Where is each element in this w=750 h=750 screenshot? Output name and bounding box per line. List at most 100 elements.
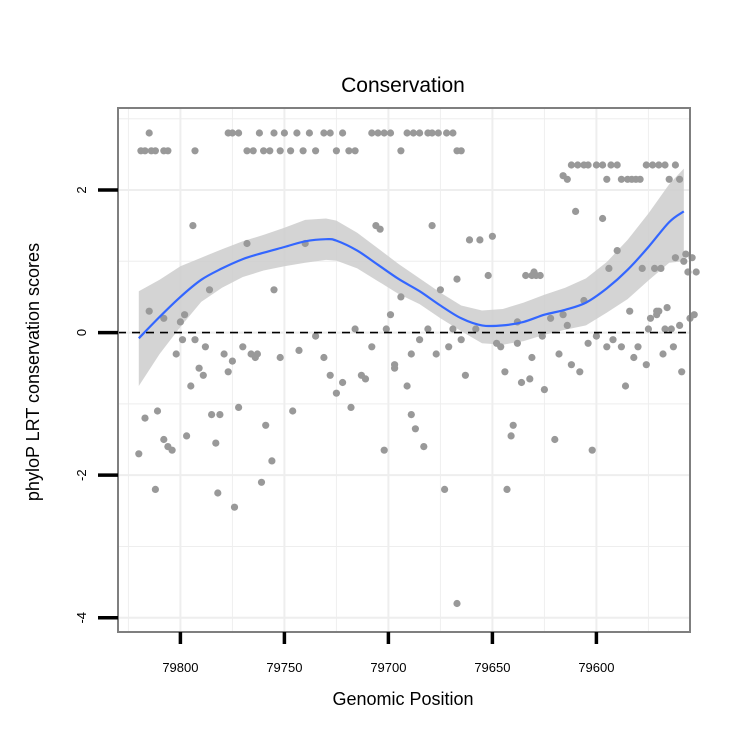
data-point: [407, 411, 415, 419]
data-point: [228, 357, 236, 365]
data-point: [559, 311, 567, 319]
data-point: [567, 161, 576, 169]
data-point: [599, 214, 607, 223]
data-point: [326, 129, 334, 137]
data-point: [380, 129, 388, 137]
data-point: [368, 129, 376, 137]
data-point: [351, 147, 359, 155]
data-point: [216, 411, 224, 419]
data-point: [603, 175, 611, 183]
confidence-band: [138, 168, 684, 386]
data-point: [449, 325, 457, 333]
data-point: [164, 147, 172, 155]
data-point: [416, 129, 424, 137]
data-point: [178, 336, 187, 344]
data-point: [655, 161, 663, 169]
data-point: [160, 314, 168, 322]
data-point: [651, 264, 659, 272]
data-point: [671, 161, 680, 169]
data-point: [547, 314, 555, 322]
data-point: [449, 129, 457, 137]
data-point: [214, 489, 222, 497]
data-point: [260, 147, 268, 155]
data-point: [617, 343, 626, 351]
y-tick-label: 0: [74, 329, 89, 336]
data-point: [567, 361, 576, 369]
x-tick-label: 79750: [266, 660, 302, 675]
data-point: [151, 485, 159, 493]
data-point: [661, 325, 669, 333]
data-point: [663, 304, 671, 312]
data-point: [299, 147, 307, 155]
data-point: [488, 232, 496, 240]
data-point: [397, 147, 405, 155]
data-point: [682, 250, 690, 258]
data-point: [345, 147, 353, 155]
data-point: [692, 268, 700, 276]
data-point: [295, 346, 303, 354]
data-point: [289, 407, 297, 415]
data-point: [559, 172, 567, 180]
data-point: [268, 457, 276, 465]
data-point: [195, 364, 203, 372]
data-point: [151, 147, 159, 155]
data-point: [145, 307, 153, 315]
data-point: [432, 350, 440, 358]
data-point: [517, 378, 526, 387]
data-point: [428, 222, 436, 230]
data-point: [607, 161, 615, 169]
data-point: [255, 129, 263, 137]
x-axis-label: Genomic Position: [332, 689, 473, 709]
data-point: [208, 411, 216, 419]
data-point: [332, 147, 340, 155]
data-point: [428, 129, 436, 137]
data-point: [145, 129, 153, 137]
data-point: [409, 129, 417, 137]
data-point: [638, 264, 646, 272]
data-point: [588, 446, 596, 454]
data-point: [630, 353, 638, 362]
data-point: [224, 368, 232, 376]
data-point: [312, 147, 320, 155]
data-point: [351, 325, 359, 333]
data-point: [659, 350, 667, 358]
data-point: [646, 314, 655, 322]
data-point: [191, 336, 199, 344]
data-point: [522, 271, 530, 280]
data-point: [457, 147, 465, 155]
data-point: [168, 446, 176, 454]
data-point: [653, 307, 661, 315]
x-tick-label: 79600: [578, 660, 614, 675]
data-point: [332, 389, 340, 397]
data-point: [680, 257, 688, 265]
data-point: [526, 375, 534, 383]
data-point: [605, 264, 613, 272]
data-point: [572, 207, 580, 215]
data-point: [183, 432, 191, 440]
data-point: [649, 161, 657, 169]
data-point: [509, 421, 517, 429]
data-point: [507, 432, 515, 440]
data-point: [636, 175, 644, 183]
data-point: [592, 161, 601, 169]
x-tick-label: 79800: [162, 660, 198, 675]
data-point: [141, 147, 149, 155]
data-point: [574, 161, 582, 169]
data-point: [484, 271, 492, 280]
data-point: [339, 378, 347, 387]
x-tick-label: 79650: [474, 660, 510, 675]
data-point: [380, 446, 388, 454]
data-point: [386, 311, 395, 319]
data-point: [609, 336, 617, 344]
data-point: [453, 275, 461, 283]
data-point: [644, 325, 653, 333]
plot-panel-border: [117, 107, 691, 633]
data-point: [293, 129, 301, 137]
data-point: [270, 286, 278, 294]
x-tick-label: 79700: [370, 660, 406, 675]
data-point: [563, 321, 571, 329]
data-point: [312, 332, 320, 340]
data-point: [472, 325, 480, 333]
data-point: [191, 147, 199, 155]
